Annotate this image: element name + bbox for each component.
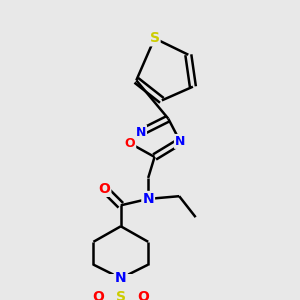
Text: N: N <box>115 271 127 285</box>
Text: N: N <box>175 135 185 148</box>
Text: S: S <box>116 290 126 300</box>
Text: N: N <box>136 126 146 139</box>
Text: N: N <box>142 192 154 206</box>
Text: O: O <box>98 182 110 196</box>
Text: O: O <box>92 290 104 300</box>
Text: S: S <box>150 31 160 45</box>
Text: O: O <box>124 137 135 150</box>
Text: O: O <box>138 290 150 300</box>
